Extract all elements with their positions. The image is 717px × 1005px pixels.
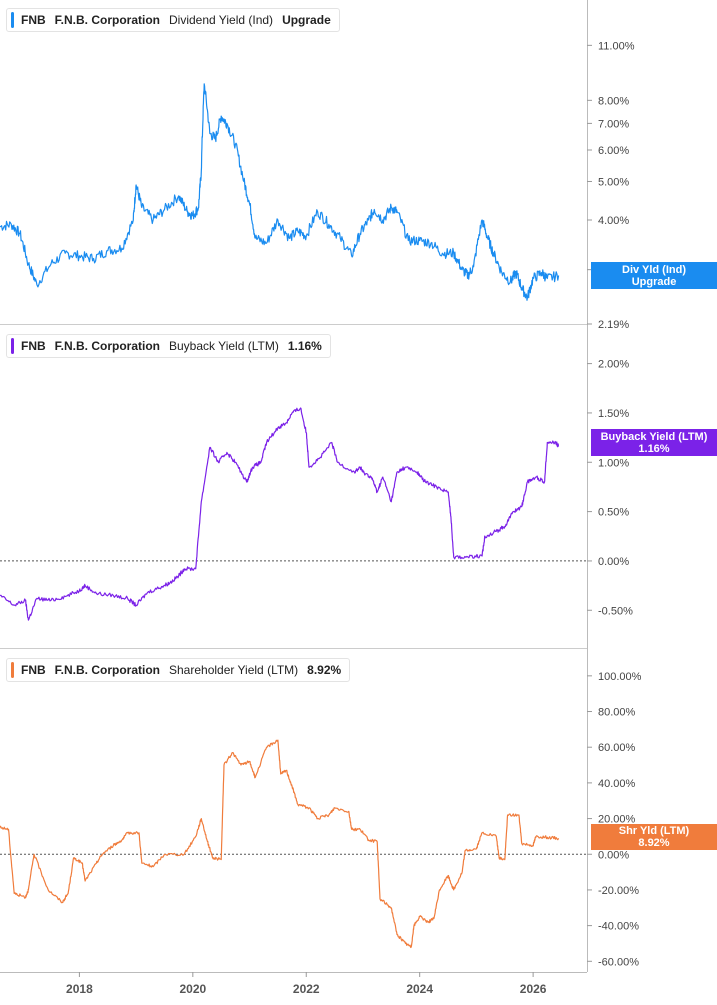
y-tick-label: -40.00% (598, 921, 639, 933)
legend-shareholder-yield[interactable]: FNB F.N.B. Corporation Shareholder Yield… (6, 658, 351, 682)
legend-company: F.N.B. Corporation (54, 339, 160, 353)
legend-value[interactable]: Upgrade (282, 13, 331, 27)
y-tick-label: 0.50% (598, 507, 629, 519)
y-tick-label: -60.00% (598, 956, 639, 968)
y-tick-label: 1.50% (598, 408, 629, 420)
y-tick-label: 0.00% (598, 556, 629, 568)
x-tick-label: 2024 (406, 982, 433, 996)
legend-metric: Shareholder Yield (LTM) (169, 663, 299, 677)
y-tick-label: 7.00% (598, 118, 629, 130)
legend-ticker: FNB (21, 13, 46, 27)
legend-swatch-dividend (11, 12, 14, 28)
tag-buyback-line2: 1.16% (638, 442, 670, 455)
legend-metric: Dividend Yield (Ind) (169, 13, 274, 27)
legend-value: 1.16% (287, 339, 322, 353)
y-tick-label: 4.00% (598, 215, 629, 227)
y-tick-label: 8.00% (598, 95, 629, 107)
y-tick-label: 2.19% (598, 319, 629, 331)
y-tick-label: 2.00% (598, 359, 629, 371)
tag-buyback-yield: Buyback Yield (LTM) 1.16% (591, 429, 717, 456)
y-tick-label: 6.00% (598, 145, 629, 157)
series-line-shareholder-yield (0, 739, 560, 949)
y-tick-label: 40.00% (598, 778, 636, 790)
legend-ticker: FNB (21, 663, 46, 677)
y-tick-label: 0.00% (598, 849, 629, 861)
series-line-dividend-yield (0, 83, 560, 301)
legend-metric: Buyback Yield (LTM) (169, 339, 279, 353)
x-tick-label: 2026 (520, 982, 547, 996)
tag-dividend-yield: Div Yld (Ind) Upgrade (591, 262, 717, 289)
y-tick-label: -0.50% (598, 605, 633, 617)
axis-layer: 11.00%8.00%7.00%6.00%5.00%4.00%3.00%2.19… (0, 0, 642, 996)
legend-company: F.N.B. Corporation (54, 13, 160, 27)
y-tick-label: 60.00% (598, 742, 636, 754)
legend-ticker: FNB (21, 339, 46, 353)
tag-dividend-line2: Upgrade (631, 275, 677, 288)
legend-buyback-yield[interactable]: FNB F.N.B. Corporation Buyback Yield (LT… (6, 334, 331, 358)
legend-swatch-shareholder (11, 662, 14, 678)
legend-company: F.N.B. Corporation (54, 663, 160, 677)
y-tick-label: 80.00% (598, 707, 636, 719)
legend-value: 8.92% (307, 663, 342, 677)
y-tick-label: -20.00% (598, 885, 639, 897)
series-layer (0, 83, 560, 949)
y-tick-label: 11.00% (598, 40, 635, 52)
x-tick-label: 2018 (66, 982, 93, 996)
y-tick-label: 20.00% (598, 814, 636, 826)
y-tick-label: 1.00% (598, 457, 629, 469)
tag-shareholder-line1: Shr Yld (LTM) (618, 825, 690, 837)
tag-shareholder-line2: 8.92% (638, 837, 670, 849)
legend-dividend-yield[interactable]: FNB F.N.B. Corporation Dividend Yield (I… (6, 8, 340, 32)
y-tick-label: 5.00% (598, 176, 629, 188)
x-tick-label: 2020 (179, 982, 206, 996)
y-tick-label: 100.00% (598, 671, 642, 683)
legend-swatch-buyback (11, 338, 14, 354)
tag-dividend-line1: Div Yld (Ind) (622, 263, 686, 276)
x-tick-label: 2022 (293, 982, 320, 996)
tag-buyback-line1: Buyback Yield (LTM) (600, 430, 708, 443)
tag-shareholder-yield: Shr Yld (LTM) 8.92% (591, 824, 717, 850)
series-line-buyback-yield (0, 407, 560, 621)
grid-layer (0, 324, 587, 855)
